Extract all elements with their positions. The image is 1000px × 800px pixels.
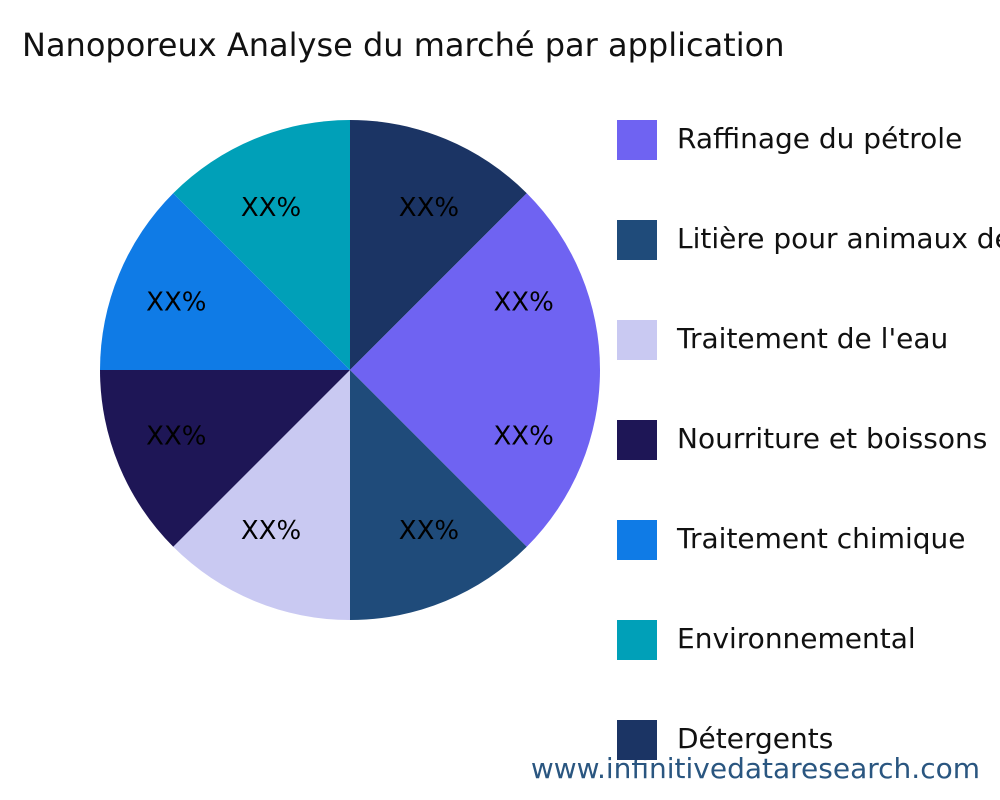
watermark: www.infinitivedataresearch.com xyxy=(531,752,980,785)
pie-slice xyxy=(350,370,527,620)
legend-swatch xyxy=(617,320,657,360)
data-label: XX% xyxy=(494,421,554,451)
pie-slice xyxy=(173,120,350,370)
pie-slice xyxy=(350,120,527,370)
data-label: XX% xyxy=(494,288,554,318)
data-label: XX% xyxy=(146,288,206,318)
data-label: XX% xyxy=(399,516,459,546)
legend-swatch xyxy=(617,720,657,760)
pie-slice xyxy=(350,193,600,370)
legend-swatch xyxy=(617,120,657,160)
data-label: XX% xyxy=(241,193,301,223)
data-label: XX% xyxy=(146,421,206,451)
legend-label: Litière pour animaux de compagnie xyxy=(677,222,1000,255)
legend-label: Traitement de l'eau xyxy=(676,322,948,355)
pie-slice xyxy=(100,193,350,370)
legend-label: Raffinage du pétrole xyxy=(677,122,962,155)
legend-swatch xyxy=(617,620,657,660)
pie-slice xyxy=(100,370,350,547)
pie-slice xyxy=(173,370,350,620)
data-label: XX% xyxy=(399,193,459,223)
legend-swatch xyxy=(617,520,657,560)
legend-swatch xyxy=(617,220,657,260)
legend-label: Nourriture et boissons xyxy=(677,422,987,455)
chart-title: Nanoporeux Analyse du marché par applica… xyxy=(22,26,784,64)
legend-swatch xyxy=(617,420,657,460)
data-label: XX% xyxy=(241,516,301,546)
pie-slice xyxy=(350,370,600,547)
legend-label: Environnemental xyxy=(677,622,916,655)
legend-label: Détergents xyxy=(677,722,833,755)
legend-label: Traitement chimique xyxy=(676,522,966,555)
